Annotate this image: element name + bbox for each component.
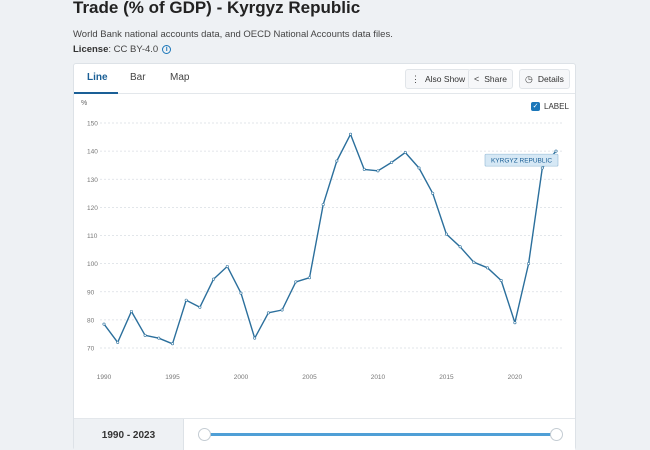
x-tick-label: 2015 <box>439 374 454 381</box>
series-label-box <box>484 153 559 167</box>
clock-icon: ◷ <box>525 73 533 84</box>
data-point <box>116 340 120 344</box>
license-label: License <box>73 44 109 55</box>
data-point <box>184 298 188 302</box>
share-label: Share <box>484 74 507 84</box>
license-line: License: CC BY-4.0 i <box>73 44 172 55</box>
tab-bar: Line Bar Map ⋮ Also Show < Share ◷ Details <box>74 64 575 94</box>
data-point <box>266 311 270 315</box>
data-point <box>143 333 147 337</box>
y-tick-label: 110 <box>87 233 98 240</box>
share-icon: < <box>474 74 480 84</box>
x-tick-label: 2010 <box>371 374 386 381</box>
label-toggle-text: LABEL <box>544 102 569 111</box>
y-axis-unit-label: % <box>81 100 87 107</box>
data-point <box>335 159 339 163</box>
data-point <box>486 266 490 270</box>
data-point <box>458 245 462 249</box>
tab-line[interactable]: Line <box>87 72 108 83</box>
info-icon[interactable]: i <box>162 45 172 54</box>
x-tick-label: 2020 <box>508 374 523 381</box>
tab-bar-chart[interactable]: Bar <box>130 72 146 83</box>
data-point <box>212 277 216 281</box>
data-point <box>253 336 257 340</box>
data-point <box>129 309 133 313</box>
y-tick-label: 150 <box>87 121 98 128</box>
also-show-label: Also Show <box>425 74 466 84</box>
x-tick-label: 2000 <box>234 374 249 381</box>
data-point <box>239 291 243 295</box>
dots-icon: ⋮ <box>411 73 420 84</box>
series-label: KYRGYZ REPUBLIC <box>491 158 552 165</box>
y-tick-label: 90 <box>87 289 95 296</box>
line-chart: % 70 80 90 100 110 120 130 140 150 1990 1995 2000 200… <box>81 100 562 381</box>
details-button[interactable]: ◷ Details <box>519 69 570 89</box>
data-point <box>376 169 380 173</box>
data-point <box>280 308 284 312</box>
data-point <box>102 322 106 326</box>
data-point <box>390 160 394 164</box>
data-point <box>362 167 366 171</box>
details-label: Details <box>537 74 564 84</box>
range-label: 1990 - 2023 <box>74 419 184 450</box>
y-tick-label: 80 <box>87 317 95 324</box>
data-point <box>499 279 503 283</box>
data-point <box>513 321 517 325</box>
share-button[interactable]: < Share <box>468 69 513 89</box>
y-tick-label: 100 <box>87 261 98 268</box>
y-tick-label: 70 <box>87 346 95 353</box>
license-value: : CC BY-4.0 <box>108 44 159 55</box>
label-toggle[interactable]: ✓ LABEL <box>531 102 569 111</box>
data-point <box>527 262 531 266</box>
source-note: World Bank national accounts data, and O… <box>73 29 393 40</box>
data-point <box>170 342 174 346</box>
data-point <box>294 280 298 284</box>
series-line <box>103 133 557 345</box>
data-point <box>349 132 353 136</box>
x-tick-label: 2005 <box>302 374 317 381</box>
data-point <box>444 232 448 236</box>
y-tick-label: 140 <box>87 149 98 156</box>
data-point <box>554 149 558 153</box>
chart-panel: Line Bar Map ⋮ Also Show < Share ◷ Details … <box>73 63 576 450</box>
tab-map[interactable]: Map <box>170 72 190 83</box>
y-tick-label: 130 <box>87 177 98 184</box>
data-point <box>307 276 311 280</box>
data-point <box>431 191 435 195</box>
range-end-handle[interactable] <box>550 428 563 441</box>
active-tab-indicator <box>74 92 118 94</box>
data-point <box>403 151 407 155</box>
data-point <box>198 305 202 309</box>
page-title: Trade (% of GDP) - Kyrgyz Republic <box>73 0 361 17</box>
range-start-handle[interactable] <box>198 428 211 441</box>
range-slider-track[interactable] <box>205 433 557 436</box>
x-tick-label: 1990 <box>97 374 112 381</box>
y-tick-label: 120 <box>87 205 98 212</box>
data-point <box>225 264 229 268</box>
data-point <box>472 260 476 264</box>
checkbox-icon[interactable]: ✓ <box>531 102 540 111</box>
time-range-bar: 1990 - 2023 <box>74 418 575 450</box>
also-show-button[interactable]: ⋮ Also Show <box>405 69 472 89</box>
data-point <box>157 336 161 340</box>
data-point <box>321 203 325 207</box>
data-point <box>417 166 421 170</box>
x-tick-label: 1995 <box>165 374 180 381</box>
data-point <box>540 166 544 170</box>
